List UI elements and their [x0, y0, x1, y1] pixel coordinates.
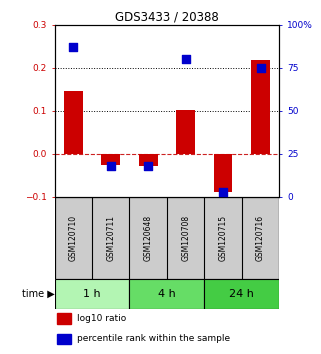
Text: percentile rank within the sample: percentile rank within the sample	[77, 335, 230, 343]
Text: 24 h: 24 h	[230, 289, 254, 299]
Text: GSM120648: GSM120648	[144, 215, 153, 261]
Bar	[129, 197, 167, 279]
Point	[258, 65, 263, 71]
Bar	[57, 313, 72, 324]
Point	[71, 44, 76, 50]
Bar	[101, 154, 120, 165]
Bar	[129, 279, 204, 309]
Text: GSM120716: GSM120716	[256, 215, 265, 261]
Bar	[55, 279, 129, 309]
Text: GSM120711: GSM120711	[106, 215, 115, 261]
Text: log10 ratio: log10 ratio	[77, 314, 126, 323]
Point	[108, 163, 113, 169]
Bar	[242, 197, 279, 279]
Point	[183, 56, 188, 62]
Bar	[64, 91, 83, 154]
Bar	[55, 197, 92, 279]
Text: GSM120715: GSM120715	[219, 215, 228, 261]
Text: GSM120708: GSM120708	[181, 215, 190, 261]
Point	[146, 163, 151, 169]
Bar	[139, 154, 158, 166]
Text: time ▶: time ▶	[22, 289, 55, 299]
Bar	[167, 197, 204, 279]
Bar	[92, 197, 129, 279]
Point	[221, 189, 226, 194]
Bar	[204, 279, 279, 309]
Bar	[204, 197, 242, 279]
Bar	[251, 60, 270, 154]
Text: GSM120710: GSM120710	[69, 215, 78, 261]
Text: 4 h: 4 h	[158, 289, 176, 299]
Bar	[176, 110, 195, 154]
Text: 1 h: 1 h	[83, 289, 101, 299]
Title: GDS3433 / 20388: GDS3433 / 20388	[115, 11, 219, 24]
Bar	[214, 154, 232, 192]
Bar	[57, 334, 72, 344]
